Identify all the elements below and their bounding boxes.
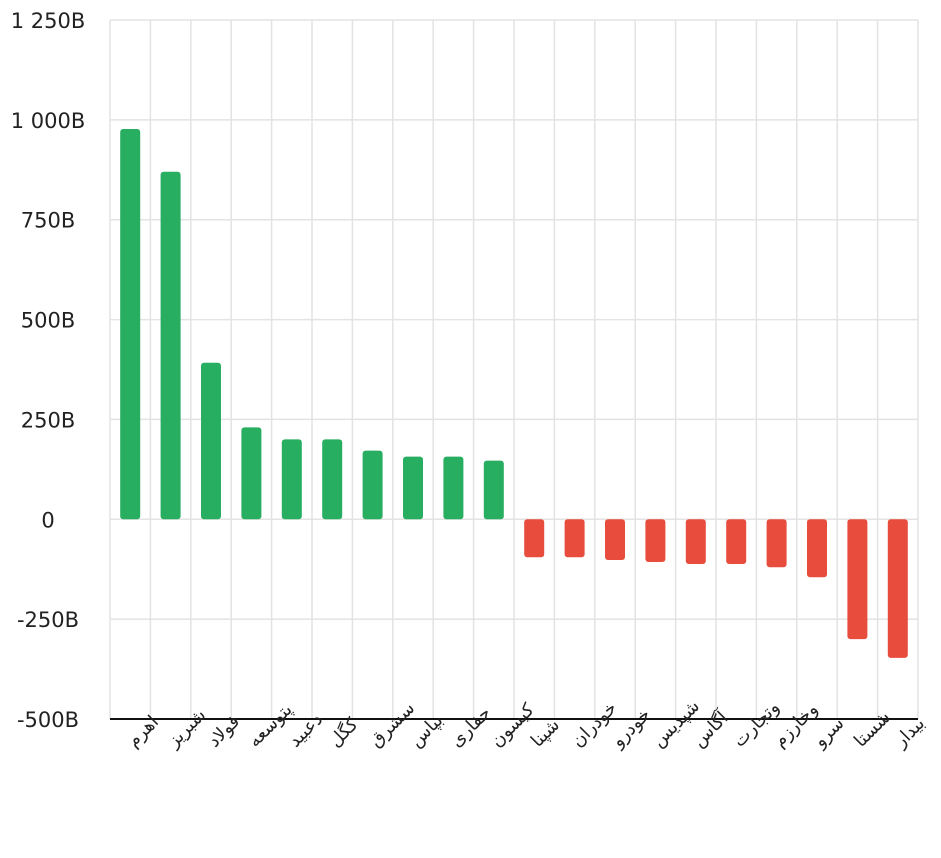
bar — [887, 519, 908, 658]
x-tick-label: حفاری — [446, 702, 495, 751]
bar — [322, 439, 343, 520]
bar — [403, 456, 423, 520]
bar — [564, 519, 585, 558]
bar — [645, 519, 666, 563]
bar — [241, 427, 262, 520]
bar — [120, 129, 141, 520]
y-tick-label: 750B — [21, 209, 76, 233]
y-tick-label: 0 — [41, 508, 54, 532]
y-tick-label: 500B — [21, 309, 76, 333]
bar — [281, 439, 302, 520]
bar — [483, 460, 504, 520]
y-axis: 1 250B 1 000B 750B 500B 250B 0 -250B -500B — [11, 9, 86, 732]
bar — [726, 519, 747, 565]
x-tick-label: پتوسعه — [244, 699, 296, 751]
bars — [120, 129, 908, 658]
y-tick-label: 250B — [21, 408, 76, 432]
bar — [685, 519, 706, 565]
bar — [847, 519, 868, 640]
bar — [807, 519, 827, 578]
bar — [605, 519, 625, 561]
x-tick-label: فولاد — [204, 711, 244, 751]
x-tick-label: کیسون — [486, 699, 538, 751]
y-tick-label: -250B — [17, 608, 79, 632]
grid — [109, 19, 919, 720]
y-tick-label: 1 250B — [11, 9, 86, 33]
x-tick-label: شبریز — [163, 705, 211, 753]
y-tick-label: 1 000B — [11, 109, 86, 133]
bar — [362, 450, 383, 520]
bar — [443, 456, 464, 520]
x-tick-label: اهرم — [123, 712, 163, 752]
y-tick-label: -500B — [17, 708, 79, 732]
x-tick-label: شستا — [850, 707, 895, 752]
bar — [201, 362, 221, 520]
bar — [524, 519, 545, 558]
bar — [160, 171, 181, 520]
bar — [766, 519, 787, 568]
